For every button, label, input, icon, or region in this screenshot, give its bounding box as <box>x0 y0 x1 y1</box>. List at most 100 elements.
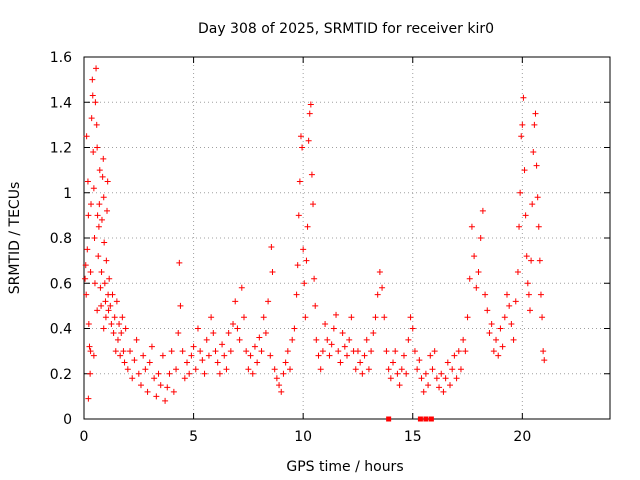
data-point <box>466 275 473 282</box>
data-point <box>232 298 239 305</box>
data-point <box>528 257 535 264</box>
data-point <box>84 246 91 253</box>
data-point <box>104 178 111 185</box>
data-point <box>159 352 166 359</box>
data-point <box>418 375 425 382</box>
data-point <box>208 314 215 321</box>
data-point <box>91 280 98 287</box>
data-point <box>508 320 515 327</box>
data-point <box>319 348 326 355</box>
data-point <box>85 212 92 219</box>
data-point <box>177 302 184 309</box>
data-point <box>361 352 368 359</box>
data-point <box>84 178 91 185</box>
data-point <box>249 370 256 377</box>
data-point <box>106 275 113 282</box>
data-point <box>192 366 199 373</box>
data-point <box>346 336 353 343</box>
data-point <box>240 314 247 321</box>
data-point <box>438 370 445 377</box>
data-point <box>104 207 111 214</box>
data-point <box>88 201 95 208</box>
data-point <box>188 352 195 359</box>
data-point <box>313 336 320 343</box>
data-point <box>82 262 89 269</box>
data-point <box>357 359 364 366</box>
data-point <box>403 370 410 377</box>
data-point <box>368 348 375 355</box>
data-point <box>390 359 397 366</box>
data-point <box>433 375 440 382</box>
data-point <box>100 194 107 201</box>
data-point <box>98 216 105 223</box>
data-point <box>113 298 120 305</box>
data-point <box>447 382 454 389</box>
data-point <box>83 291 90 298</box>
data-point <box>295 212 302 219</box>
data-point <box>484 307 491 314</box>
data-point <box>162 397 169 404</box>
data-point <box>287 366 294 373</box>
data-point <box>310 201 317 208</box>
data-point <box>425 382 432 389</box>
data-point <box>117 352 124 359</box>
data-point <box>400 352 407 359</box>
data-point <box>133 336 140 343</box>
data-point <box>201 370 208 377</box>
data-point <box>102 314 109 321</box>
data-point <box>385 366 392 373</box>
data-point <box>124 366 131 373</box>
data-point <box>109 291 116 298</box>
data-point <box>453 375 460 382</box>
data-point <box>297 133 304 140</box>
data-point <box>87 268 94 275</box>
data-point <box>442 375 449 382</box>
data-point <box>536 257 543 264</box>
data-point <box>254 359 261 366</box>
data-point <box>153 393 160 400</box>
data-point <box>82 275 89 282</box>
data-point <box>455 348 462 355</box>
data-point <box>87 348 94 355</box>
data-point <box>234 325 241 332</box>
data-point <box>416 357 423 364</box>
data-point <box>94 307 101 314</box>
data-point <box>122 325 129 332</box>
data-point <box>306 110 313 117</box>
data-point <box>328 341 335 348</box>
x-tick-label: 5 <box>189 429 198 445</box>
data-point <box>392 348 399 355</box>
data-point <box>312 302 319 309</box>
data-point <box>181 375 188 382</box>
data-point <box>256 334 263 341</box>
data-point <box>376 268 383 275</box>
data-point <box>236 336 243 343</box>
data-point <box>529 201 536 208</box>
data-point <box>523 253 530 260</box>
zero-point <box>428 416 434 422</box>
data-point <box>488 320 495 327</box>
data-point <box>203 336 210 343</box>
data-point <box>294 262 301 269</box>
data-point <box>460 336 467 343</box>
data-point <box>140 352 147 359</box>
zero-point <box>386 416 392 422</box>
data-point <box>317 366 324 373</box>
data-point <box>119 314 126 321</box>
data-point <box>518 133 525 140</box>
data-point <box>510 336 517 343</box>
data-point <box>116 320 123 327</box>
data-point <box>296 178 303 185</box>
data-point <box>352 366 359 373</box>
data-point <box>227 348 234 355</box>
data-point <box>107 302 114 309</box>
data-point <box>520 94 527 101</box>
data-point <box>262 330 269 337</box>
data-point <box>238 284 245 291</box>
data-point <box>179 348 186 355</box>
data-point <box>471 253 478 260</box>
data-point <box>273 375 280 382</box>
data-point <box>267 352 274 359</box>
data-point <box>170 388 177 395</box>
